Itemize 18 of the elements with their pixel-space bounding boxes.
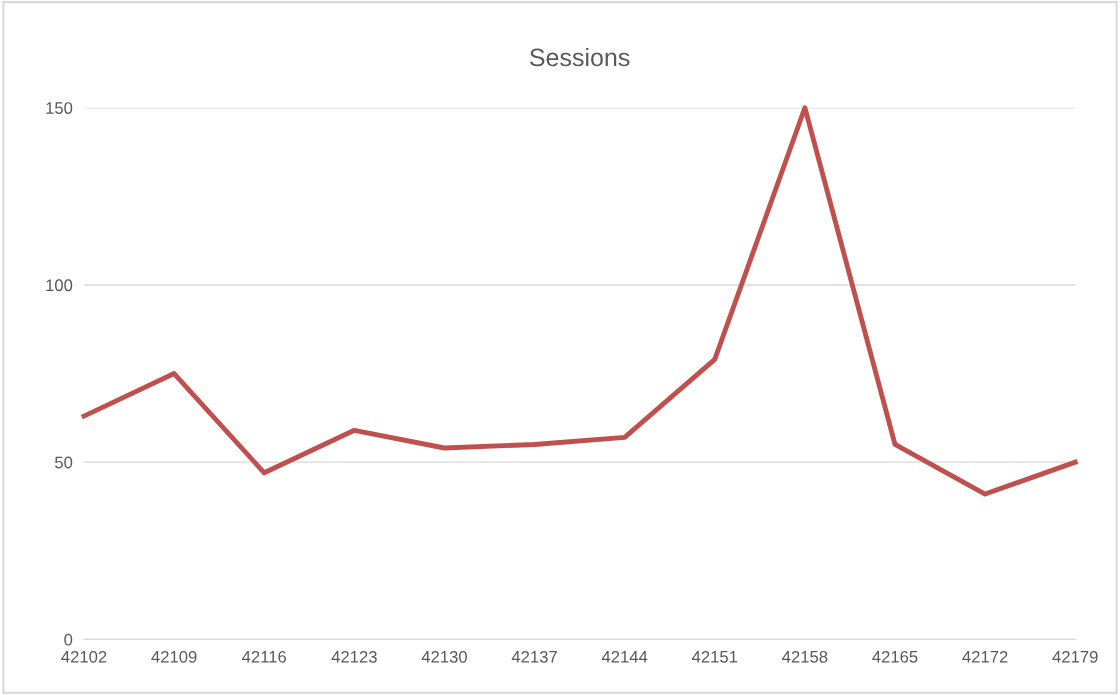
- x-tick-label: 42165: [872, 650, 918, 663]
- y-tick-label: 50: [55, 456, 73, 469]
- x-tick-label: 42102: [61, 650, 107, 663]
- x-tick-label: 42158: [782, 650, 828, 663]
- line-series: [81, 105, 1078, 497]
- x-tick-label: 42179: [1052, 650, 1098, 663]
- x-tick-label: 42137: [511, 650, 557, 663]
- x-tick-label: 42109: [151, 650, 197, 663]
- chart-title: Sessions: [530, 47, 630, 67]
- x-tick-label: 42130: [421, 650, 467, 663]
- x-tick-label: 42151: [691, 650, 738, 663]
- y-tick-label: 0: [64, 633, 73, 646]
- x-tick-label: 42116: [242, 650, 287, 663]
- x-tick-label: 42172: [962, 650, 1008, 663]
- x-tick-label: 42144: [601, 650, 648, 663]
- x-tick-label: 42123: [331, 650, 377, 663]
- y-tick-label: 150: [46, 102, 73, 114]
- y-tick-label: 100: [46, 279, 73, 292]
